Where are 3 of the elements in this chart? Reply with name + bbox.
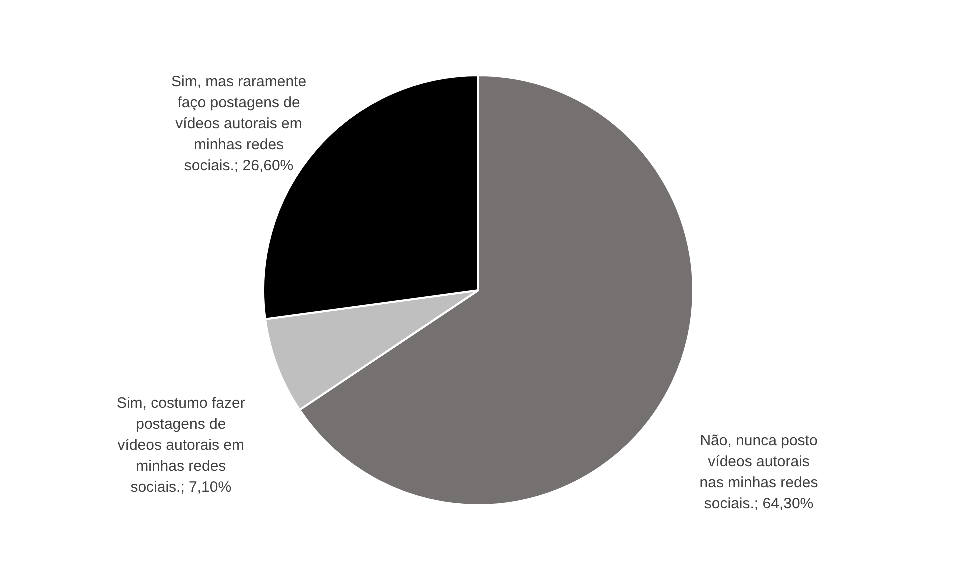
slice-label: Sim, mas raramente faço postagens de vídeos autorais em minhas redes sociais.; 26,60% [172,73,307,174]
slice-label: Sim, costumo fazer postagens de vídeos autorais em minhas redes sociais.; 7,10% [116,395,246,496]
slice-label: Não, nunca posto vídeos autorais nas minhas redes sociais.; 64,30% [700,432,818,512]
